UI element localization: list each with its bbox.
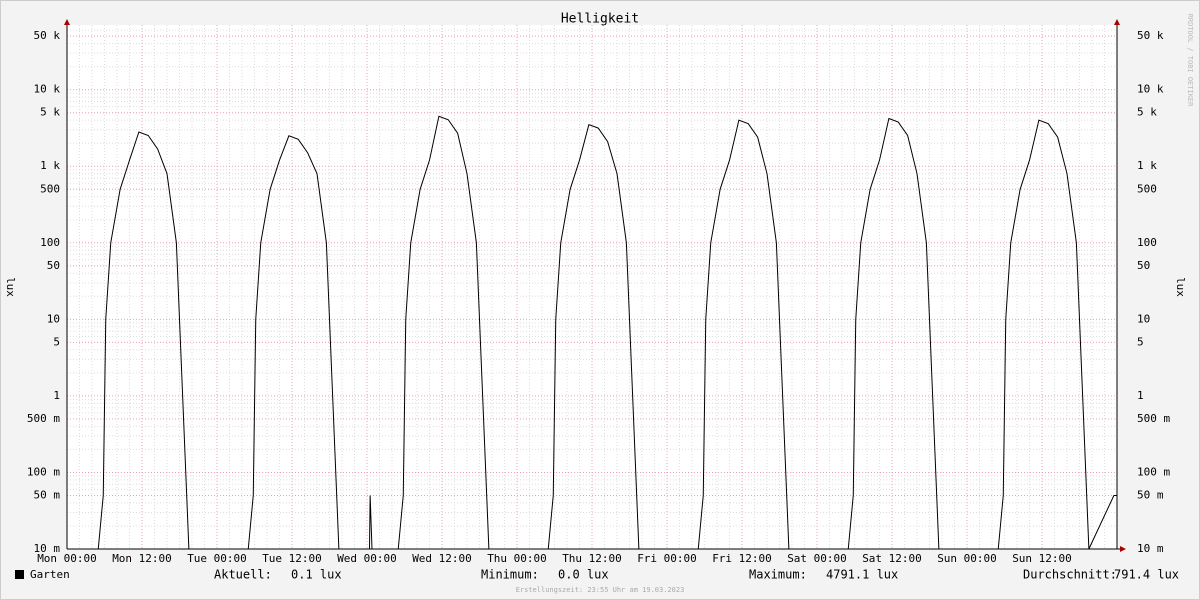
stat-label: Durchschnitt: xyxy=(1023,568,1117,582)
y-tick-label-right: 1 k xyxy=(1137,159,1157,172)
x-tick-label: Thu 12:00 xyxy=(562,552,622,565)
x-tick-label: Tue 12:00 xyxy=(262,552,322,565)
x-tick-label: Thu 00:00 xyxy=(487,552,547,565)
grid xyxy=(66,25,1118,550)
y-tick-label: 5 k xyxy=(40,106,60,119)
y-tick-label-right: 100 xyxy=(1137,236,1157,249)
stat-value: 791.4 lux xyxy=(1114,568,1179,582)
x-tick-label: Tue 00:00 xyxy=(187,552,247,565)
y-tick-label-right: 500 xyxy=(1137,182,1157,195)
y-tick-label: 10 m xyxy=(34,542,61,555)
x-tick-label: Sat 12:00 xyxy=(862,552,922,565)
x-tick-label: Fri 12:00 xyxy=(712,552,772,565)
y-tick-label-right: 1 xyxy=(1137,389,1144,402)
stat-label: Maximum: xyxy=(749,568,807,582)
x-tick-label: Sun 12:00 xyxy=(1012,552,1072,565)
marks xyxy=(67,115,1117,550)
x-tick-label: Mon 00:00 xyxy=(37,552,97,565)
y-tick-label-right: 10 m xyxy=(1137,542,1164,555)
data-line xyxy=(67,115,1117,550)
y-tick-label: 100 xyxy=(40,236,60,249)
y-tick-label-right: 10 xyxy=(1137,312,1150,325)
x-tick-label: Wed 12:00 xyxy=(412,552,472,565)
stat-label: Minimum: xyxy=(481,568,539,582)
y-tick-label-right: 10 k xyxy=(1137,83,1164,96)
y-tick-label-right: 5 xyxy=(1137,335,1144,348)
y-tick-label-right: 500 m xyxy=(1137,412,1170,425)
arrow xyxy=(1114,19,1120,25)
arrow xyxy=(1120,546,1126,552)
x-tick-label: Wed 00:00 xyxy=(337,552,397,565)
footer: Erstellungszeit: 23:55 Uhr am 19.03.2023 xyxy=(516,586,685,594)
x-tick-label: Fri 00:00 xyxy=(637,552,697,565)
y-tick-label-right: 50 xyxy=(1137,259,1150,272)
y-tick-label: 1 k xyxy=(40,159,60,172)
y-tick-label-right: 50 k xyxy=(1137,29,1164,42)
stat-value: 0.1 lux xyxy=(291,568,342,582)
legend-swatch xyxy=(15,570,24,579)
watermark: RRDTOOL / TOBI OETIKER xyxy=(1186,14,1194,108)
y-tick-label: 1 xyxy=(53,389,60,402)
y-tick-label-right: 50 m xyxy=(1137,488,1164,501)
y-tick-label: 100 m xyxy=(27,465,60,478)
legend-label: Garten xyxy=(30,568,70,581)
x-tick-label: Mon 12:00 xyxy=(112,552,172,565)
stat-label: Aktuell: xyxy=(214,568,272,582)
stat-value: 4791.1 lux xyxy=(826,568,898,582)
y-tick-label: 50 m xyxy=(34,488,61,501)
y-tick-label: 10 xyxy=(47,312,60,325)
y-tick-label-right: 5 k xyxy=(1137,106,1157,119)
y-tick-label: 10 k xyxy=(34,83,61,96)
y-tick-label: 5 xyxy=(53,335,60,348)
y-axis-label-right: lux xyxy=(1174,277,1187,297)
stat-value: 0.0 lux xyxy=(558,568,609,582)
x-tick-label: Sat 00:00 xyxy=(787,552,847,565)
y-tick-label: 50 xyxy=(47,259,60,272)
y-tick-label-right: 100 m xyxy=(1137,465,1170,478)
chart-title: Helligkeit xyxy=(561,12,639,27)
y-tick-label: 500 xyxy=(40,182,60,195)
y-tick-label: 50 k xyxy=(34,29,61,42)
y-axis-label: lux xyxy=(4,277,17,297)
y-tick-label: 500 m xyxy=(27,412,60,425)
x-tick-label: Sun 00:00 xyxy=(937,552,997,565)
arrow xyxy=(64,19,70,25)
